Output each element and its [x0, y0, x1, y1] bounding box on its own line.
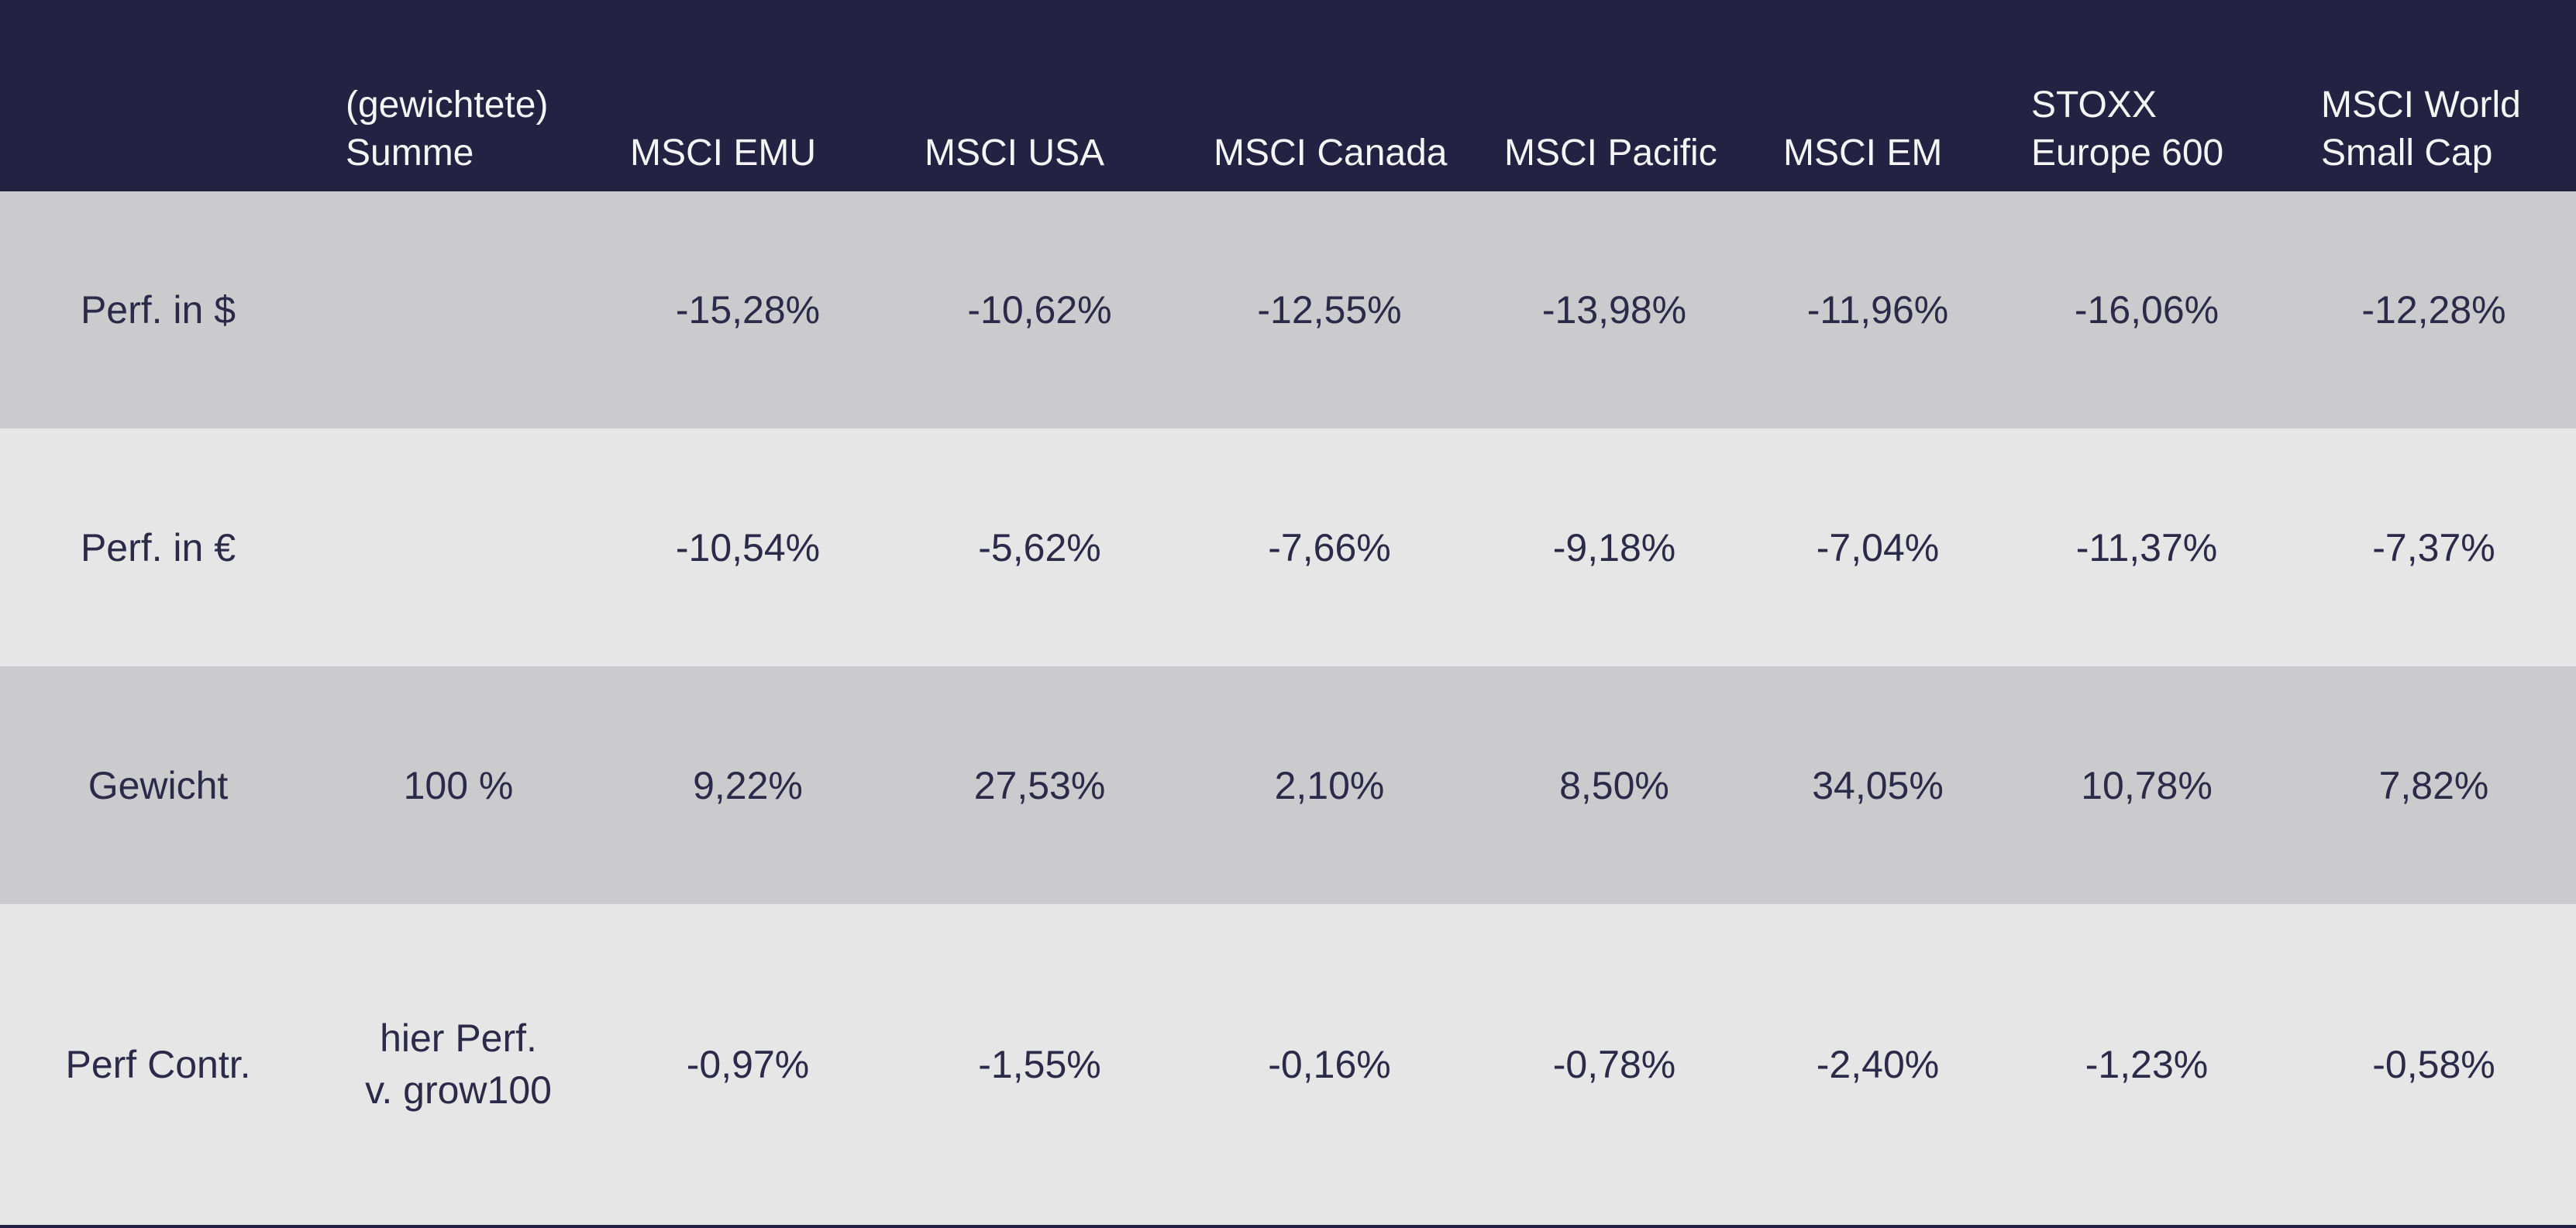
table-cell: [316, 191, 601, 428]
header-line: MSCI EMU: [630, 132, 816, 174]
table-cell: 100 %: [403, 763, 514, 807]
table-cell: -0,58%: [2372, 1043, 2495, 1086]
table-cell: -0,16%: [1268, 1043, 1391, 1086]
header-cell-weighted-sum: (gewichtete) Summe: [316, 0, 601, 191]
table-cell: 8,50%: [1559, 763, 1669, 807]
header-line: MSCI Pacific: [1504, 132, 1717, 174]
header-line: Summe: [346, 132, 474, 174]
table-cell: 27,53%: [973, 763, 1106, 807]
table-cell: 2,10%: [1274, 763, 1385, 807]
table-cell: -5,62%: [978, 525, 1101, 569]
header-line: MSCI EM: [1783, 132, 1943, 174]
table-cell: -13,98%: [1541, 288, 1687, 332]
row-label: Perf. in $: [80, 288, 236, 332]
header-line: STOXX: [2031, 84, 2157, 126]
header-cell-msci-world-small-cap: MSCI World Small Cap: [2292, 0, 2576, 191]
note-line: v. grow100: [365, 1068, 552, 1112]
table-cell: 10,78%: [2081, 763, 2213, 807]
row-label: Perf. in €: [80, 525, 236, 569]
table-row-perf-eur: Perf. in € -10,54% -5,62% -7,66% -9,18% …: [0, 428, 2576, 666]
table-row-perf-usd: Perf. in $ -15,28% -10,62% -12,55% -13,9…: [0, 191, 2576, 428]
header-line: (gewichtete): [346, 84, 549, 126]
header-cell-row-label: [0, 0, 316, 191]
table-cell: -2,40%: [1816, 1043, 1940, 1086]
table-cell: -12,55%: [1257, 288, 1402, 332]
row-label: Perf Contr.: [65, 1043, 251, 1086]
table-cell: -0,78%: [1552, 1043, 1676, 1086]
table-cell: -16,06%: [2074, 288, 2220, 332]
header-line: MSCI USA: [925, 132, 1105, 174]
table-row-perf-contr: Perf Contr. hier Perf. v. grow100 -0,97%…: [0, 904, 2576, 1225]
table-cell: -1,55%: [978, 1043, 1101, 1086]
table-footer-bar: [0, 1225, 2576, 1228]
table-cell: -9,18%: [1552, 525, 1676, 569]
header-cell-msci-em: MSCI EM: [1754, 0, 2002, 191]
table-cell: [316, 428, 601, 666]
table-cell: -11,37%: [2075, 525, 2218, 569]
table-cell: -10,62%: [967, 288, 1112, 332]
table-cell: -12,28%: [2361, 288, 2506, 332]
header-line: Small Cap: [2321, 132, 2493, 174]
header-line: MSCI Canada: [1214, 132, 1448, 174]
header-line: Europe 600: [2031, 132, 2224, 174]
header-cell-msci-pacific: MSCI Pacific: [1475, 0, 1754, 191]
table-cell: 7,82%: [2378, 763, 2489, 807]
table-cell: -15,28%: [675, 288, 821, 332]
header-line: MSCI World: [2321, 84, 2521, 126]
header-cell-stoxx-europe-600: STOXX Europe 600: [2002, 0, 2292, 191]
table-cell: -0,97%: [686, 1043, 810, 1086]
table-cell: -7,66%: [1268, 525, 1391, 569]
table-cell: -7,37%: [2372, 525, 2495, 569]
table-cell: 9,22%: [693, 763, 803, 807]
note-line: hier Perf.: [380, 1016, 537, 1060]
table-cell: -10,54%: [675, 525, 821, 569]
table-cell: -1,23%: [2085, 1043, 2209, 1086]
table-cell: 34,05%: [1812, 763, 1944, 807]
table-header-row: (gewichtete) Summe MSCI EMU MSCI USA MSC…: [0, 0, 2576, 191]
header-cell-msci-usa: MSCI USA: [895, 0, 1184, 191]
table-cell-note: hier Perf. v. grow100: [316, 904, 601, 1225]
table-row-gewicht: Gewicht 100 % 9,22% 27,53% 2,10% 8,50% 3…: [0, 666, 2576, 904]
header-cell-msci-emu: MSCI EMU: [601, 0, 895, 191]
header-cell-msci-canada: MSCI Canada: [1184, 0, 1475, 191]
table-cell: -11,96%: [1806, 288, 1949, 332]
row-label: Gewicht: [88, 763, 229, 807]
table-cell: -7,04%: [1816, 525, 1940, 569]
